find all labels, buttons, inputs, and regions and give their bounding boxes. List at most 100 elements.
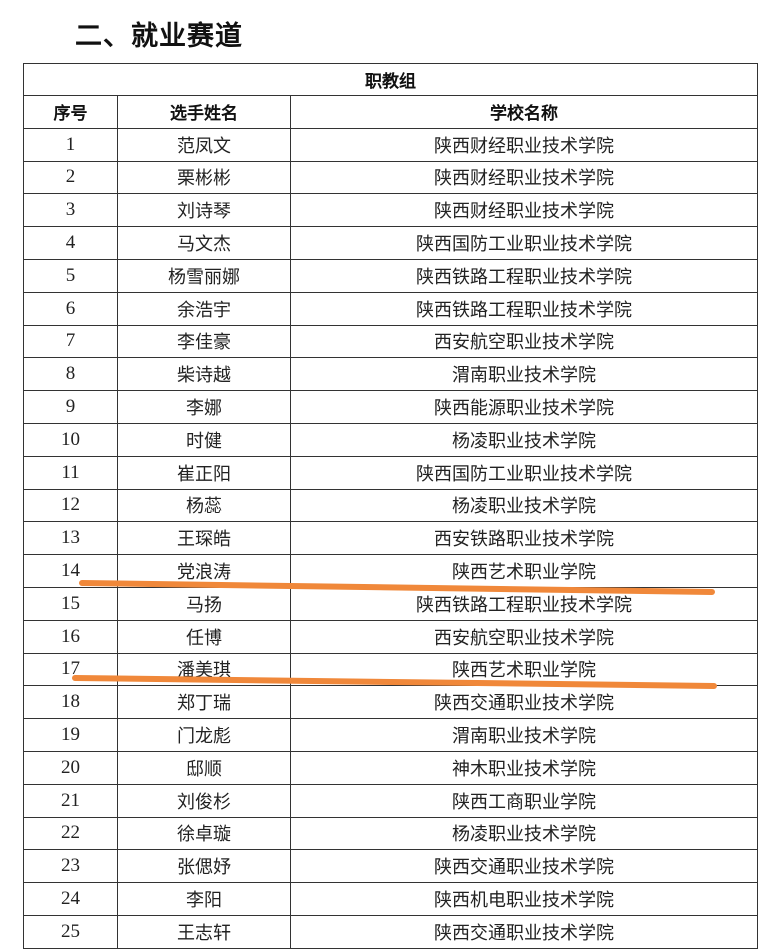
row-index: 6	[23, 291, 118, 326]
contestant-name: 李娜	[117, 390, 291, 424]
school-name: 陕西能源职业技术学院	[290, 390, 758, 424]
contestant-name: 崔正阳	[117, 455, 291, 490]
section-heading: 二、就业赛道	[75, 21, 243, 52]
contestant-name: 徐卓璇	[117, 816, 291, 851]
school-name: 陕西铁路工程职业技术学院	[290, 586, 758, 621]
contestant-table: 职教组 序号 选手姓名 学校名称 1 范凤文 陕西财经职业技术学院 2 栗彬彬 陕西财经职…	[23, 63, 758, 949]
table-row: 15 马扬 陕西铁路工程职业技术学院	[23, 586, 758, 621]
contestant-name: 刘诗琴	[117, 193, 291, 228]
contestant-name: 门龙彪	[117, 718, 291, 752]
contestant-name: 余浩宇	[117, 291, 291, 326]
table-row: 4 马文杰 陕西国防工业职业技术学院	[23, 226, 758, 260]
school-name: 陕西交通职业技术学院	[290, 914, 758, 949]
row-index: 19	[23, 718, 118, 752]
table-row: 24 李阳 陕西机电职业技术学院	[23, 882, 758, 916]
row-index: 13	[23, 521, 118, 556]
column-header-index: 序号	[23, 95, 118, 129]
contestant-name: 刘俊杉	[117, 783, 291, 818]
school-name: 陕西财经职业技术学院	[290, 193, 758, 228]
contestant-name: 栗彬彬	[117, 160, 291, 195]
contestant-name: 柴诗越	[117, 357, 291, 392]
contestant-name: 王志轩	[117, 914, 291, 949]
row-index: 16	[23, 619, 118, 654]
row-index: 1	[23, 127, 118, 162]
school-name: 陕西艺术职业学院	[290, 554, 758, 588]
contestant-name: 任博	[117, 619, 291, 654]
row-index: 11	[23, 455, 118, 490]
school-name: 西安航空职业技术学院	[290, 619, 758, 654]
table-row: 10 时健 杨凌职业技术学院	[23, 422, 758, 457]
column-header-school: 学校名称	[290, 95, 758, 129]
row-index: 9	[23, 390, 118, 424]
table-row: 22 徐卓璇 杨凌职业技术学院	[23, 816, 758, 851]
row-index: 10	[23, 422, 118, 457]
table-row: 9 李娜 陕西能源职业技术学院	[23, 390, 758, 424]
contestant-name: 潘美琪	[117, 652, 291, 687]
contestant-name: 时健	[117, 422, 291, 457]
row-index: 25	[23, 914, 118, 949]
row-index: 5	[23, 258, 118, 293]
school-name: 陕西财经职业技术学院	[290, 160, 758, 195]
row-index: 20	[23, 750, 118, 785]
row-index: 18	[23, 685, 118, 720]
row-index: 22	[23, 816, 118, 851]
table-row: 25 王志轩 陕西交通职业技术学院	[23, 914, 758, 949]
school-name: 陕西铁路工程职业技术学院	[290, 291, 758, 326]
school-name: 神木职业技术学院	[290, 750, 758, 785]
table-row: 5 杨雪丽娜 陕西铁路工程职业技术学院	[23, 258, 758, 293]
contestant-name: 李佳豪	[117, 324, 291, 359]
table-row: 13 王琛皓 西安铁路职业技术学院	[23, 521, 758, 556]
table-row: 16 任博 西安航空职业技术学院	[23, 619, 758, 654]
contestant-name: 郑丁瑞	[117, 685, 291, 720]
school-name: 陕西交通职业技术学院	[290, 849, 758, 884]
row-index: 7	[23, 324, 118, 359]
table-row: 23 张偲妤 陕西交通职业技术学院	[23, 849, 758, 884]
school-name: 西安铁路职业技术学院	[290, 521, 758, 556]
school-name: 陕西机电职业技术学院	[290, 882, 758, 916]
contestant-name: 党浪涛	[117, 554, 291, 588]
table-row: 8 柴诗越 渭南职业技术学院	[23, 357, 758, 392]
table-row: 18 郑丁瑞 陕西交通职业技术学院	[23, 685, 758, 720]
school-name: 陕西铁路工程职业技术学院	[290, 258, 758, 293]
school-name: 杨凌职业技术学院	[290, 422, 758, 457]
table-row: 21 刘俊杉 陕西工商职业学院	[23, 783, 758, 818]
contestant-name: 邸顺	[117, 750, 291, 785]
contestant-name: 王琛皓	[117, 521, 291, 556]
school-name: 渭南职业技术学院	[290, 718, 758, 752]
contestant-name: 马扬	[117, 586, 291, 621]
school-name: 陕西艺术职业学院	[290, 652, 758, 687]
contestant-name: 马文杰	[117, 226, 291, 260]
table-row: 6 余浩宇 陕西铁路工程职业技术学院	[23, 291, 758, 326]
row-index: 8	[23, 357, 118, 392]
contestant-name: 杨蕊	[117, 488, 291, 523]
row-index: 17	[23, 652, 118, 687]
school-name: 陕西国防工业职业技术学院	[290, 226, 758, 260]
school-name: 陕西交通职业技术学院	[290, 685, 758, 720]
school-name: 西安航空职业技术学院	[290, 324, 758, 359]
table-row: 17 潘美琪 陕西艺术职业学院	[23, 652, 758, 687]
table-row: 2 栗彬彬 陕西财经职业技术学院	[23, 160, 758, 195]
school-name: 陕西工商职业学院	[290, 783, 758, 818]
table-row: 19 门龙彪 渭南职业技术学院	[23, 718, 758, 752]
contestant-name: 杨雪丽娜	[117, 258, 291, 293]
contestant-name: 张偲妤	[117, 849, 291, 884]
school-name: 杨凌职业技术学院	[290, 816, 758, 851]
table-row: 20 邸顺 神木职业技术学院	[23, 750, 758, 785]
row-index: 23	[23, 849, 118, 884]
school-name: 陕西财经职业技术学院	[290, 127, 758, 162]
table-row: 11 崔正阳 陕西国防工业职业技术学院	[23, 455, 758, 490]
school-name: 渭南职业技术学院	[290, 357, 758, 392]
school-name: 杨凌职业技术学院	[290, 488, 758, 523]
row-index: 24	[23, 882, 118, 916]
table-row: 7 李佳豪 西安航空职业技术学院	[23, 324, 758, 359]
column-header-name: 选手姓名	[117, 95, 291, 129]
table-row: 3 刘诗琴 陕西财经职业技术学院	[23, 193, 758, 228]
row-index: 2	[23, 160, 118, 195]
row-index: 14	[23, 554, 118, 588]
contestant-name: 范凤文	[117, 127, 291, 162]
table-row: 1 范凤文 陕西财经职业技术学院	[23, 127, 758, 162]
row-index: 3	[23, 193, 118, 228]
contestant-name: 李阳	[117, 882, 291, 916]
table-row: 14 党浪涛 陕西艺术职业学院	[23, 554, 758, 588]
row-index: 12	[23, 488, 118, 523]
